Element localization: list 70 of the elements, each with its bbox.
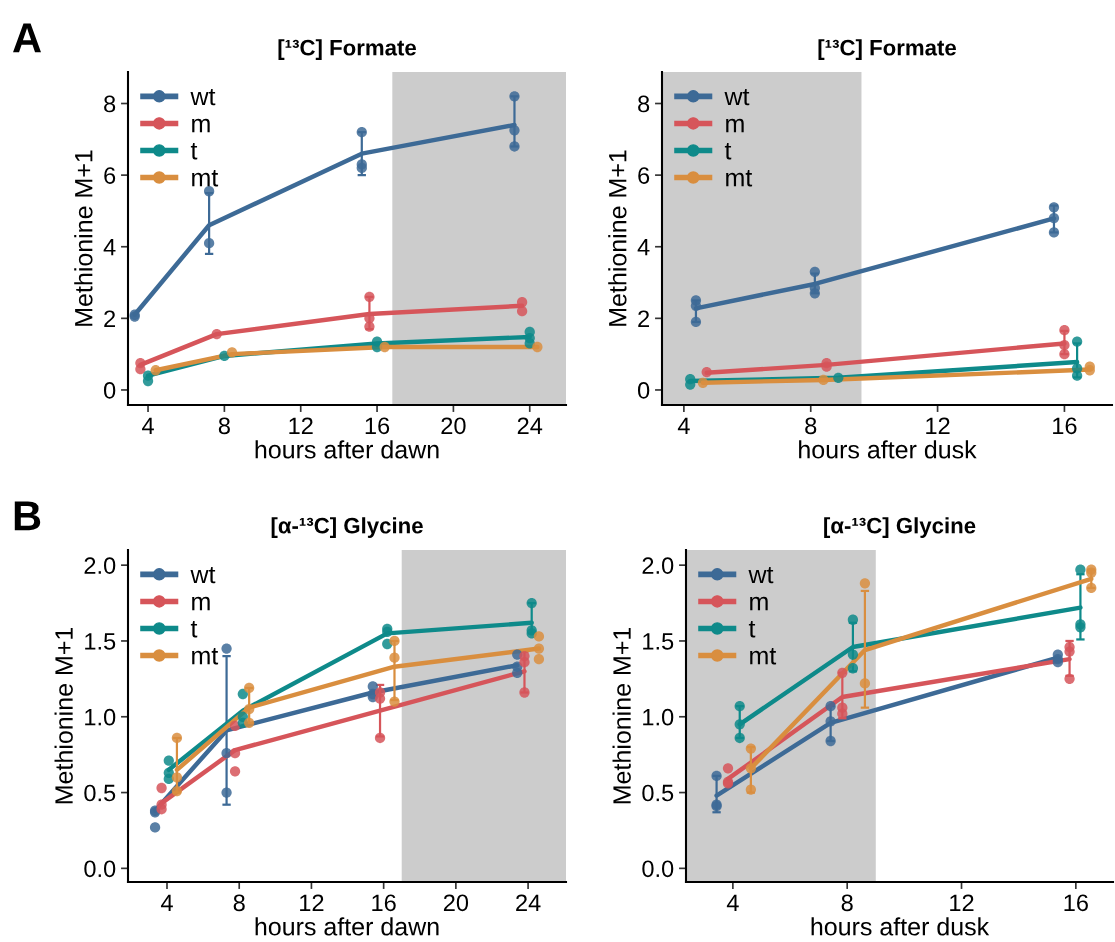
y-tick-label: 0.0 xyxy=(84,860,116,878)
y-axis-title: Methionine M+1 xyxy=(74,150,93,326)
x-tick-label: 4 xyxy=(726,894,739,911)
x-tick-label: 4 xyxy=(160,894,173,911)
legend-label: wt xyxy=(724,88,750,106)
x-tick-label: 16 xyxy=(372,894,396,912)
x-tick-label: 8 xyxy=(218,417,230,435)
legend-label: m xyxy=(726,118,744,133)
legend-label: t xyxy=(724,143,732,160)
chart-title: [¹³C] Formate xyxy=(818,39,956,60)
x-tick-label: 4 xyxy=(142,417,154,434)
y-axis-title: Methionine M+1 xyxy=(608,150,627,326)
legend-label: mt xyxy=(192,648,219,665)
y-tick-label: 1.5 xyxy=(643,633,674,650)
y-tick-label: 0.5 xyxy=(84,784,116,802)
y-tick-label: 4 xyxy=(103,239,116,256)
y-tick-label: 2 xyxy=(638,310,650,327)
x-tick-label: 4 xyxy=(677,417,690,434)
y-tick-label: 1.5 xyxy=(85,633,116,650)
y-tick-label: 2.0 xyxy=(642,557,674,574)
x-axis-title: hours after dawn xyxy=(255,917,439,936)
y-tick-label: 1.0 xyxy=(643,708,674,726)
chart-title: [α-¹³C] Glycine xyxy=(271,517,423,538)
y-tick-label: 6 xyxy=(638,167,650,184)
y-tick-label: 0.5 xyxy=(642,784,674,802)
legend-label: m xyxy=(192,118,210,133)
legend-label: m xyxy=(192,596,210,611)
x-tick-label: 20 xyxy=(443,894,469,912)
legend-label: t xyxy=(748,621,756,638)
x-tick-label: 12 xyxy=(926,417,950,434)
x-tick-label: 24 xyxy=(516,894,541,911)
x-tick-label: 12 xyxy=(289,417,313,434)
legend-label: wt xyxy=(190,88,216,106)
x-tick-label: 24 xyxy=(517,417,543,434)
x-tick-label: 16 xyxy=(1053,417,1077,435)
x-tick-label: 16 xyxy=(365,417,390,435)
y-tick-label: 1.0 xyxy=(85,708,116,726)
y-axis-title: Methionine M+1 xyxy=(54,627,73,804)
y-axis-title: Methionine M+1 xyxy=(612,627,631,804)
y-tick-label: 2.0 xyxy=(84,557,116,574)
x-tick-label: 8 xyxy=(233,894,245,912)
legend-label: mt xyxy=(726,170,753,187)
legend-label: t xyxy=(190,143,198,160)
x-axis-title: hours after dusk xyxy=(799,440,977,459)
legend-label: t xyxy=(190,621,198,638)
y-tick-label: 6 xyxy=(104,167,116,184)
x-tick-label: 8 xyxy=(841,894,853,912)
y-tick-label: 2 xyxy=(104,310,116,327)
legend-label: wt xyxy=(748,566,774,584)
text: A xyxy=(13,23,41,53)
x-axis-title: hours after dawn xyxy=(255,440,439,459)
y-tick-label: 0.0 xyxy=(642,860,674,878)
legend-label: mt xyxy=(192,170,219,187)
y-tick-label: 8 xyxy=(638,95,650,113)
x-axis-title: hours after dusk xyxy=(811,917,990,936)
y-tick-label: 4 xyxy=(637,239,650,256)
x-tick-label: 8 xyxy=(805,417,817,435)
chart-title: [α-¹³C] Glycine xyxy=(824,517,976,538)
x-tick-label: 16 xyxy=(1064,894,1088,912)
x-tick-label: 20 xyxy=(441,417,466,435)
y-tick-label: 0 xyxy=(103,382,116,399)
chart-title: [¹³C] Formate xyxy=(278,39,416,60)
y-tick-label: 0 xyxy=(637,382,650,399)
legend-label: wt xyxy=(190,566,216,584)
x-tick-label: 12 xyxy=(950,894,974,911)
text: B xyxy=(14,501,41,531)
x-tick-label: 12 xyxy=(300,894,324,911)
legend-label: mt xyxy=(750,648,777,665)
y-tick-label: 8 xyxy=(104,95,116,113)
legend-label: m xyxy=(750,596,768,611)
